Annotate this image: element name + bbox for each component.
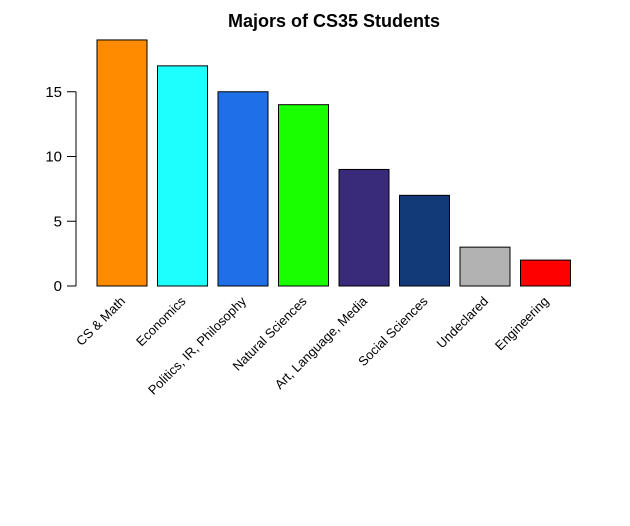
bar: [339, 169, 389, 286]
bar: [460, 247, 510, 286]
x-tick-label: Engineering: [492, 294, 552, 354]
x-tick-label: CS & Math: [73, 294, 128, 349]
x-tick-label: Undeclared: [433, 294, 491, 352]
bar: [279, 105, 329, 286]
bar: [400, 195, 450, 286]
x-tick-label: Economics: [133, 293, 189, 349]
bar: [218, 92, 268, 286]
x-tick-label: Politics, IR, Philosophy: [145, 293, 249, 397]
y-tick-label: 10: [45, 149, 62, 166]
y-tick-label: 15: [45, 84, 62, 101]
chart-title: Majors of CS35 Students: [228, 11, 440, 31]
bar: [521, 260, 571, 286]
bars-group: [97, 40, 571, 286]
bar: [97, 40, 147, 286]
y-tick-label: 5: [54, 213, 62, 230]
bar: [158, 66, 208, 286]
y-tick-label: 0: [54, 278, 62, 295]
y-axis: 0 5 10 15: [45, 84, 76, 295]
